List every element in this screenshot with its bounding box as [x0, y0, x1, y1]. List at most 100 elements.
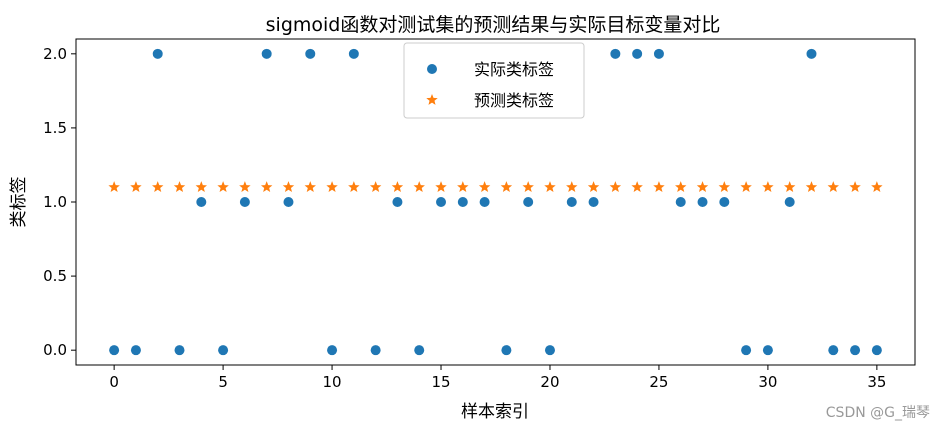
- watermark: CSDN @G_瑞琴: [826, 405, 930, 421]
- actual-point: [544, 345, 555, 356]
- predicted-point: [348, 181, 360, 193]
- x-tick-label: 20: [540, 373, 559, 391]
- actual-point: [632, 48, 643, 59]
- predicted-point: [457, 181, 469, 193]
- series-layer: [108, 48, 883, 356]
- predicted-point: [173, 181, 186, 193]
- legend: 实际类标签 预测类标签: [403, 42, 585, 119]
- series-actual: [109, 48, 882, 356]
- x-tick-label: 10: [323, 373, 342, 391]
- x-axis-label: 样本索引: [461, 402, 529, 422]
- predicted-point: [827, 181, 839, 193]
- actual-point: [479, 197, 490, 207]
- actual-point: [653, 48, 664, 59]
- y-tick-label: 0.5: [43, 267, 67, 285]
- actual-point: [588, 197, 599, 207]
- predicted-point: [304, 181, 316, 193]
- actual-point: [871, 345, 882, 356]
- x-tick-label: 30: [758, 373, 777, 391]
- predicted-point: [762, 181, 774, 193]
- x-tick-label: 5: [218, 373, 228, 391]
- y-axis-ticks: 0.0 0.5 1.0 1.5 2.0: [43, 45, 76, 359]
- actual-point: [762, 345, 773, 356]
- actual-point: [152, 48, 163, 59]
- predicted-point: [435, 181, 447, 193]
- predicted-point: [326, 181, 338, 193]
- y-tick-label: 1.0: [43, 193, 67, 211]
- legend-label-predicted: 预测类标签: [474, 91, 554, 110]
- y-tick-label: 2.0: [43, 45, 67, 63]
- legend-circle-marker: [427, 64, 437, 74]
- predicted-point: [675, 181, 687, 193]
- actual-point: [348, 48, 359, 59]
- predicted-point: [718, 181, 731, 193]
- actual-point: [566, 197, 577, 207]
- predicted-point: [522, 181, 534, 193]
- predicted-point: [653, 181, 665, 193]
- actual-point: [457, 197, 468, 207]
- actual-point: [741, 345, 752, 356]
- actual-point: [675, 197, 686, 207]
- actual-point: [196, 197, 207, 207]
- actual-point: [806, 48, 817, 59]
- actual-point: [523, 197, 534, 207]
- predicted-point: [130, 181, 142, 193]
- actual-point: [239, 197, 250, 207]
- predicted-point: [609, 181, 622, 193]
- actual-point: [283, 197, 294, 207]
- predicted-point: [260, 181, 273, 193]
- actual-point: [261, 48, 272, 59]
- legend-marker-actual: [427, 64, 437, 74]
- predicted-point: [849, 181, 861, 193]
- y-tick-label: 0.0: [43, 341, 67, 359]
- actual-point: [218, 345, 229, 356]
- predicted-point: [631, 181, 643, 193]
- predicted-point: [239, 181, 251, 193]
- legend-box: [403, 42, 585, 119]
- actual-point: [305, 48, 316, 59]
- y-axis-label: 类标签: [9, 177, 29, 228]
- predicted-point: [152, 181, 164, 193]
- predicted-point: [108, 181, 120, 193]
- predicted-point: [391, 181, 404, 193]
- legend-label-actual: 实际类标签: [474, 60, 554, 79]
- predicted-point: [195, 181, 208, 193]
- x-tick-label: 25: [649, 373, 668, 391]
- chart-title: sigmoid函数对测试集的预测结果与实际目标变量对比: [266, 14, 721, 36]
- x-axis-ticks: 0 5 10 15 20 25 30 35: [109, 365, 886, 391]
- predicted-point: [566, 181, 578, 193]
- predicted-point: [478, 181, 491, 193]
- actual-point: [610, 48, 621, 59]
- legend-marker-predicted: [426, 94, 438, 105]
- actual-point: [109, 345, 120, 356]
- actual-point: [828, 345, 839, 356]
- predicted-point: [413, 181, 425, 193]
- actual-point: [501, 345, 512, 356]
- predicted-point: [217, 181, 229, 193]
- actual-point: [327, 345, 338, 356]
- predicted-point: [805, 181, 818, 193]
- y-tick-label: 1.5: [43, 119, 67, 137]
- predicted-point: [369, 181, 382, 193]
- actual-point: [436, 197, 447, 207]
- predicted-point: [871, 181, 883, 193]
- actual-point: [392, 197, 403, 207]
- x-tick-label: 35: [867, 373, 886, 391]
- predicted-point: [544, 181, 556, 193]
- x-tick-label: 15: [431, 373, 450, 391]
- predicted-point: [696, 181, 709, 193]
- predicted-point: [282, 181, 295, 193]
- actual-point: [697, 197, 708, 207]
- actual-point: [850, 345, 861, 356]
- x-tick-label: 0: [109, 373, 119, 391]
- predicted-point: [587, 181, 600, 193]
- predicted-point: [740, 181, 752, 193]
- predicted-point: [783, 181, 796, 193]
- actual-point: [414, 345, 425, 356]
- actual-point: [174, 345, 185, 356]
- actual-point: [784, 197, 795, 207]
- actual-point: [719, 197, 730, 207]
- series-predicted: [108, 181, 883, 193]
- predicted-point: [500, 181, 513, 193]
